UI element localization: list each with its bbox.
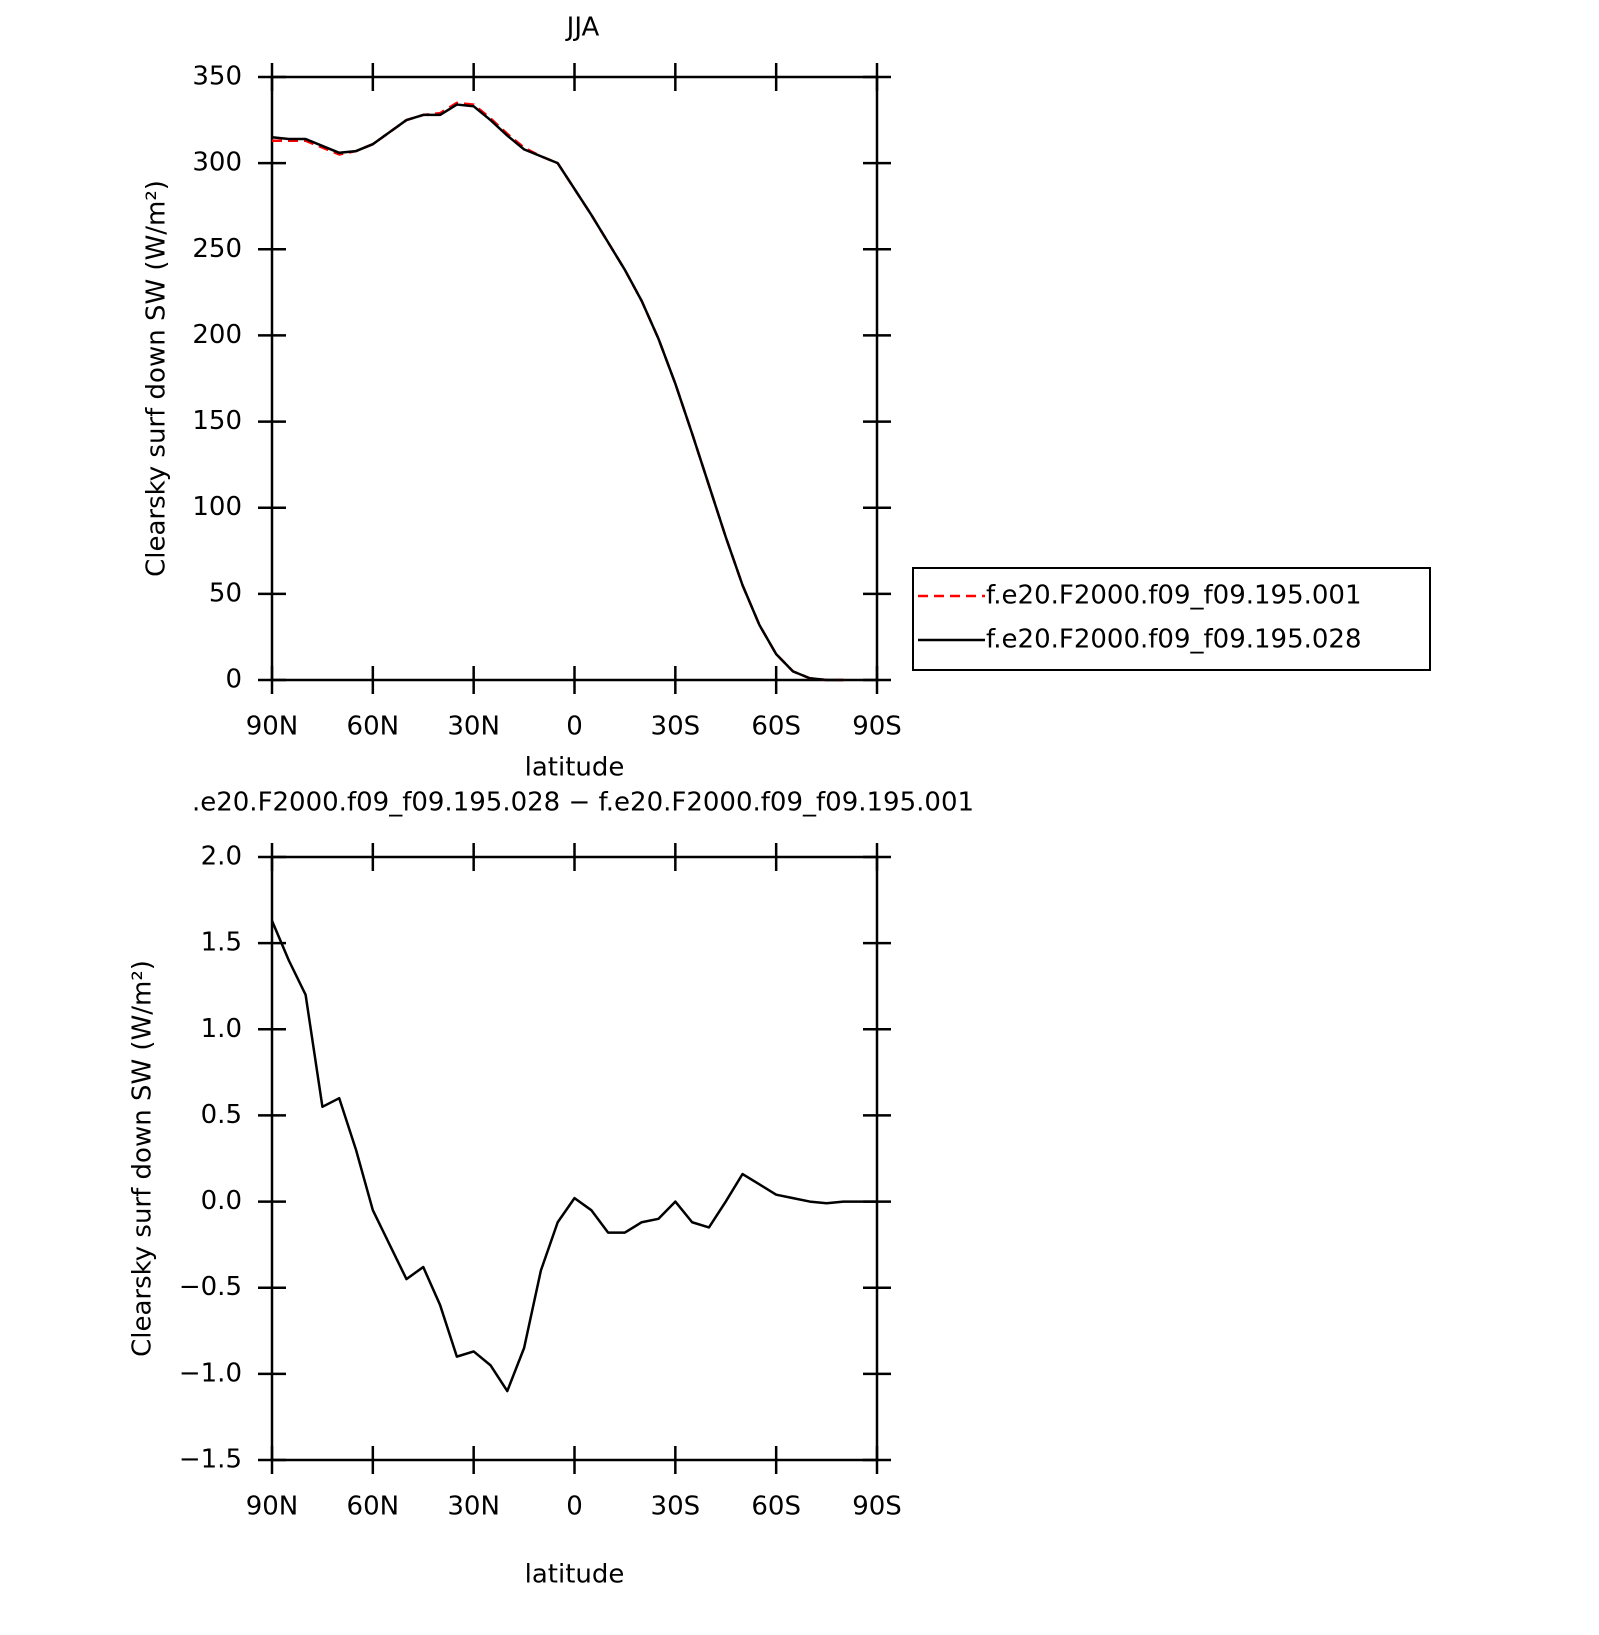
x-tick-label: 90S [852, 712, 902, 742]
x-tick-label: 0 [566, 1492, 583, 1522]
x-tick-label: 90N [246, 712, 299, 742]
data-line [271, 103, 844, 682]
data-line [272, 101, 844, 682]
y-tick-label: 0.5 [201, 1100, 242, 1130]
y-axis-label: Clearsky surf down SW (W/m²) [142, 180, 172, 577]
y-tick-label: 200 [192, 320, 242, 350]
plot-frame [270, 855, 879, 1462]
x-tick-label: 0 [566, 712, 583, 742]
y-tick-label: −1.0 [179, 1358, 242, 1388]
legend-box [912, 567, 1431, 671]
y-tick-label: 250 [192, 234, 242, 264]
x-tick-label: 30S [651, 1492, 701, 1522]
x-tick-label: 60N [347, 712, 400, 742]
x-axis-label: latitude [525, 1560, 625, 1590]
y-axis-label: Clearsky surf down SW (W/m²) [128, 960, 158, 1357]
x-tick-label: 30N [447, 1492, 500, 1522]
x-tick-label: 30N [447, 712, 500, 742]
x-tick-label: 90N [246, 1492, 299, 1522]
y-tick-label: 0.0 [201, 1186, 242, 1216]
plot-frame [270, 75, 879, 682]
y-tick-label: 50 [209, 578, 242, 608]
y-tick-label: 0 [225, 665, 242, 695]
y-tick-label: −1.5 [179, 1445, 242, 1475]
x-axis-label: latitude [525, 753, 625, 783]
x-tick-label: 90S [852, 1492, 902, 1522]
x-tick-label: 60N [347, 1492, 400, 1522]
chart-title: .e20.F2000.f09_f09.195.028 − f.e20.F2000… [192, 788, 974, 818]
chart-title: JJA [565, 13, 600, 43]
y-tick-label: 100 [192, 492, 242, 522]
y-tick-label: 150 [192, 406, 242, 436]
y-tick-label: 1.5 [201, 928, 242, 958]
x-tick-label: 60S [751, 1492, 801, 1522]
data-line [270, 920, 877, 1393]
x-tick-label: 60S [751, 712, 801, 742]
legend-label: f.e20.F2000.f09_f09.195.028 [986, 625, 1362, 655]
y-tick-label: −0.5 [179, 1272, 242, 1302]
y-tick-label: 300 [192, 148, 242, 178]
y-tick-label: 1.0 [201, 1014, 242, 1044]
legend-label: f.e20.F2000.f09_f09.195.001 [986, 581, 1362, 611]
y-tick-label: 350 [192, 62, 242, 92]
y-tick-label: 2.0 [201, 842, 242, 872]
x-tick-label: 30S [651, 712, 701, 742]
